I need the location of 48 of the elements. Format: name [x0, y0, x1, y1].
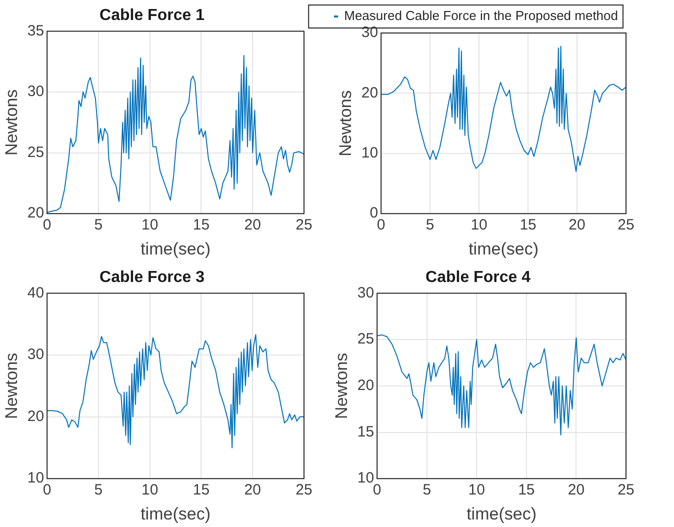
y-tick-label: 20: [27, 408, 44, 425]
x-tick-label: 25: [296, 216, 312, 234]
x-tick-label: 5: [94, 482, 103, 499]
y-tick-label: 25: [27, 144, 44, 161]
y-tick-label: 15: [357, 423, 374, 440]
y-tick-label: 20: [361, 84, 378, 102]
x-tick-label: 5: [422, 482, 432, 499]
x-tick-label: 10: [470, 216, 488, 234]
y-tick-label: 10: [357, 470, 374, 487]
y-tick-label: 20: [357, 377, 374, 394]
x-tick-label: 10: [468, 482, 485, 499]
x-tick-label: 5: [426, 216, 434, 234]
legend-label: Measured Cable Force in the Proposed method: [344, 8, 618, 24]
y-tick-label: 0: [370, 204, 378, 222]
y-tick-label: 35: [27, 22, 44, 40]
y-axis-title: Newtons: [332, 352, 351, 419]
x-tick-label: 20: [244, 216, 261, 234]
y-tick-label: 20: [27, 204, 44, 222]
chart-title: Cable Force 3: [100, 269, 205, 286]
x-tick-label: 20: [568, 482, 585, 499]
y-tick-label: 10: [361, 144, 378, 162]
x-tick-label: 15: [520, 216, 536, 234]
chart-title: Cable Force 4: [426, 269, 531, 286]
chart-title: Cable Force 1: [100, 7, 205, 24]
y-tick-label: 10: [27, 470, 44, 487]
x-tick-label: 20: [568, 216, 586, 234]
x-axis-title: time(sec): [140, 239, 210, 258]
x-axis-title: time(sec): [468, 239, 538, 258]
x-tick-label: 5: [94, 216, 103, 234]
x-axis-title: time(sec): [466, 504, 536, 524]
x-tick-label: 25: [618, 216, 634, 234]
y-tick-label: 30: [27, 346, 44, 364]
y-axis-title: Newtons: [2, 89, 21, 156]
y-tick-label: 30: [357, 284, 374, 302]
x-tick-label: 25: [618, 482, 634, 499]
y-axis-title: Newtons: [2, 352, 21, 419]
x-tick-label: 20: [244, 482, 261, 499]
x-tick-label: 25: [296, 482, 312, 499]
x-tick-label: 10: [142, 216, 158, 234]
y-tick-label: 30: [27, 83, 44, 100]
x-axis-title: time(sec): [140, 504, 210, 524]
x-tick-label: 15: [192, 216, 210, 234]
x-tick-label: 10: [142, 482, 158, 499]
y-axis-title: Newtons: [336, 90, 355, 156]
y-tick-label: 40: [27, 284, 44, 302]
x-tick-label: 15: [518, 482, 535, 499]
y-tick-label: 25: [357, 330, 374, 348]
x-tick-label: 15: [192, 482, 210, 499]
